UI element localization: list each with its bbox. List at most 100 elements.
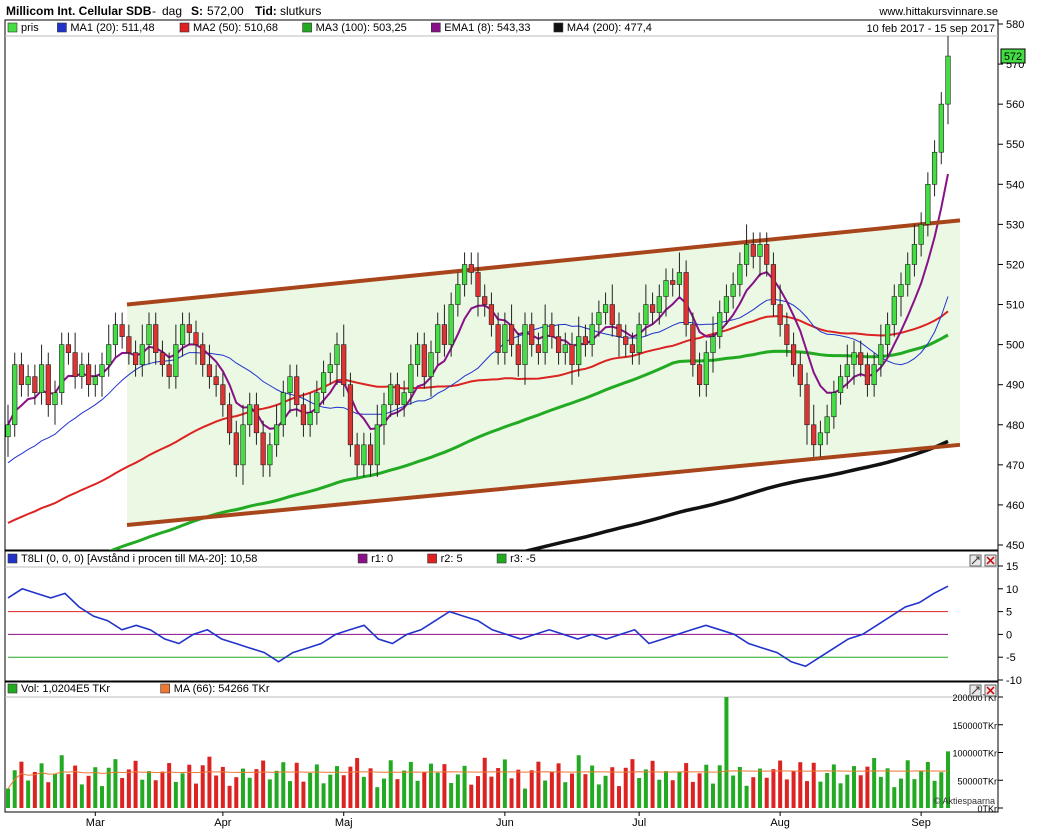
candle-body bbox=[206, 364, 213, 377]
volume-bar bbox=[86, 775, 91, 808]
volume-bar bbox=[925, 761, 930, 808]
candle-body bbox=[307, 412, 313, 426]
candle-body bbox=[602, 304, 609, 313]
last-price-value: 572 bbox=[1004, 51, 1022, 63]
volume-bar bbox=[865, 766, 870, 808]
indicator-panel: T8LI (0, 0, 0) [Avstånd i procen till MA… bbox=[4, 550, 1022, 687]
volume-bar bbox=[32, 771, 37, 808]
volume-bar bbox=[180, 773, 185, 808]
candle-body bbox=[609, 304, 615, 325]
candle-body bbox=[770, 264, 777, 305]
candle-body bbox=[723, 296, 730, 313]
volume-bar bbox=[852, 766, 856, 808]
y-tick-label: 50000TKr bbox=[957, 776, 997, 786]
y-tick-label: 500 bbox=[1006, 340, 1024, 352]
x-tick-label: Aug bbox=[770, 817, 790, 829]
volume-bar bbox=[220, 766, 225, 808]
candle-body bbox=[179, 324, 186, 345]
volume-bar bbox=[415, 780, 420, 808]
volume-bar bbox=[368, 768, 373, 808]
volume-bar bbox=[294, 762, 299, 808]
candle-body bbox=[542, 324, 548, 353]
candle-body bbox=[931, 151, 938, 185]
candle-body bbox=[374, 424, 380, 466]
volume-bar bbox=[281, 762, 286, 808]
candle-body bbox=[911, 244, 918, 265]
candle-body bbox=[354, 444, 360, 466]
volume-bar bbox=[885, 768, 890, 808]
candle-body bbox=[871, 364, 877, 385]
legend-label: T8LI (0, 0, 0) [Avstånd i procen till MA… bbox=[21, 553, 257, 565]
volume-bar bbox=[724, 697, 729, 808]
volume-bar bbox=[549, 771, 554, 808]
volume-bar bbox=[160, 771, 165, 808]
volume-bar bbox=[771, 769, 776, 808]
candle-body bbox=[428, 352, 434, 377]
volume-bar bbox=[53, 773, 57, 808]
volume-bar bbox=[267, 779, 272, 808]
candle-body bbox=[200, 344, 206, 365]
volume-bar bbox=[388, 760, 393, 808]
volume-bar bbox=[382, 778, 386, 808]
candle-body bbox=[488, 304, 495, 325]
volume-bar bbox=[321, 783, 326, 808]
legend-swatch bbox=[430, 22, 441, 33]
time-value: slutkurs bbox=[280, 4, 321, 18]
candle-body bbox=[502, 324, 508, 353]
volume-bar bbox=[147, 771, 151, 808]
legend-label: r2: 5 bbox=[441, 553, 463, 565]
y-tick-label: 550 bbox=[1006, 139, 1024, 151]
candle-body bbox=[468, 264, 474, 273]
candle-body bbox=[455, 284, 461, 305]
y-tick-label: 200000TKr bbox=[952, 693, 997, 703]
candle-body bbox=[797, 364, 803, 385]
candle-body bbox=[173, 344, 179, 377]
candle-body bbox=[240, 424, 246, 466]
x-tick-label: Sep bbox=[911, 817, 931, 829]
candle-body bbox=[623, 336, 629, 345]
legend-swatch bbox=[179, 22, 190, 33]
candle-body bbox=[99, 364, 105, 377]
volume-bar bbox=[455, 774, 460, 808]
candle-body bbox=[549, 324, 555, 337]
candle-body bbox=[448, 304, 454, 345]
candle-body bbox=[361, 444, 367, 466]
volume-bars bbox=[6, 697, 950, 808]
volume-bar bbox=[758, 768, 762, 808]
candle-body bbox=[508, 324, 515, 345]
candle-body bbox=[616, 324, 622, 337]
candle-body bbox=[92, 376, 98, 385]
volume-bar bbox=[73, 765, 78, 808]
candle-body bbox=[327, 364, 333, 373]
candle-body bbox=[562, 344, 568, 353]
volume-bar bbox=[905, 760, 910, 808]
legend-swatch bbox=[496, 553, 507, 564]
lower-trend-line bbox=[126, 442, 961, 527]
volume-bar bbox=[576, 755, 581, 808]
volume-bar bbox=[187, 764, 192, 808]
legend-label: MA1 (20): 511,48 bbox=[70, 22, 154, 34]
website-link[interactable]: www.hittakursvinnare.se bbox=[878, 6, 998, 18]
candle-body bbox=[25, 376, 31, 385]
candle-body bbox=[5, 424, 11, 438]
y-tick-label: 580 bbox=[1006, 19, 1024, 31]
legend-swatch bbox=[357, 553, 368, 564]
candle-body bbox=[696, 364, 703, 385]
volume-bar bbox=[261, 760, 266, 808]
y-tick-label: 540 bbox=[1006, 179, 1024, 191]
volume-bar bbox=[402, 770, 407, 808]
volume-bar bbox=[899, 778, 903, 808]
candle-body bbox=[341, 344, 347, 385]
candle-body bbox=[320, 372, 327, 394]
candle-body bbox=[858, 352, 864, 365]
volume-bar bbox=[878, 776, 883, 808]
candle-body bbox=[287, 376, 293, 394]
volume-bar bbox=[241, 768, 245, 808]
volume-panel: Vol: 1,0204E5 TKr MA (66): 54266 TKr 2000… bbox=[4, 681, 1003, 814]
volume-bar bbox=[711, 783, 715, 808]
candle-body bbox=[65, 344, 72, 353]
candle-body bbox=[670, 280, 676, 285]
volume-bar bbox=[892, 787, 897, 808]
candle-body bbox=[119, 324, 125, 337]
